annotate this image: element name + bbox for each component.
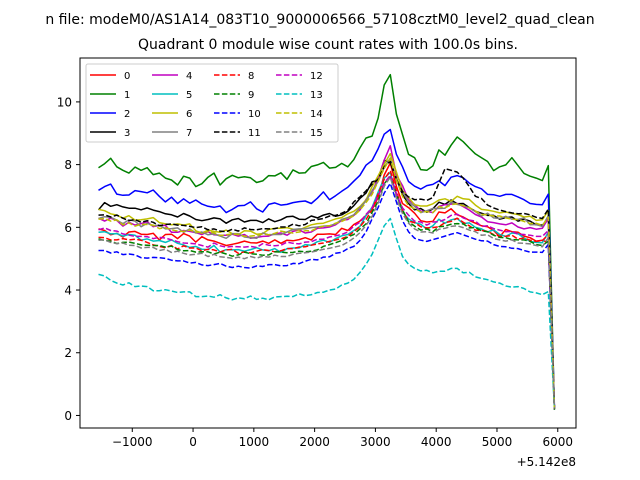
legend-label-8: 8 [248, 71, 254, 82]
x-tick-label: 3000 [360, 435, 391, 449]
legend-label-5: 5 [186, 90, 192, 101]
x-tick-label: 4000 [421, 435, 452, 449]
legend-frame [85, 63, 339, 143]
x-tick-label: 6000 [542, 435, 573, 449]
legend-label-15: 15 [310, 128, 323, 139]
series-line-11 [98, 160, 556, 410]
chart-title: Quadrant 0 module wise count rates with … [138, 37, 518, 53]
chart-suptitle: n file: modeM0/AS1A14_083T10_9000006566_… [45, 12, 594, 28]
series-line-1 [98, 73, 556, 410]
series-line-2 [98, 128, 556, 407]
legend-label-11: 11 [248, 128, 261, 139]
legend-label-4: 4 [186, 71, 192, 82]
legend-label-6: 6 [186, 109, 192, 120]
legend-label-9: 9 [248, 90, 254, 101]
legend-label-10: 10 [248, 109, 261, 120]
legend-label-7: 7 [186, 128, 192, 139]
x-tick-label: 0 [189, 435, 197, 449]
series-line-5 [98, 171, 556, 410]
y-tick-label: 2 [64, 346, 72, 360]
series-line-15 [98, 176, 556, 409]
y-tick-label: 10 [57, 95, 72, 109]
y-tick-label: 8 [64, 158, 72, 172]
y-tick-label: 0 [64, 409, 72, 423]
legend-label-2: 2 [124, 109, 130, 120]
legend-label-12: 12 [310, 71, 323, 82]
series-line-8 [98, 169, 556, 408]
legend-label-14: 14 [310, 109, 323, 120]
y-tick-label: 4 [64, 284, 72, 298]
legend-label-3: 3 [124, 128, 130, 139]
series-line-4 [98, 145, 556, 408]
x-tick-label: 5000 [482, 435, 513, 449]
series-line-9 [98, 175, 556, 410]
series-line-14 [98, 157, 556, 409]
x-offset-label: +5.142e8 [517, 455, 576, 469]
series-line-13 [98, 217, 556, 408]
legend-label-13: 13 [310, 90, 323, 101]
legend-label-0: 0 [124, 71, 130, 82]
x-tick-label: −1000 [112, 435, 153, 449]
x-tick-label: 1000 [239, 435, 270, 449]
x-tick-label: 2000 [299, 435, 330, 449]
legend-label-1: 1 [124, 90, 130, 101]
series-line-12 [98, 174, 556, 409]
y-tick-label: 6 [64, 221, 72, 235]
plot-frame [79, 57, 577, 429]
